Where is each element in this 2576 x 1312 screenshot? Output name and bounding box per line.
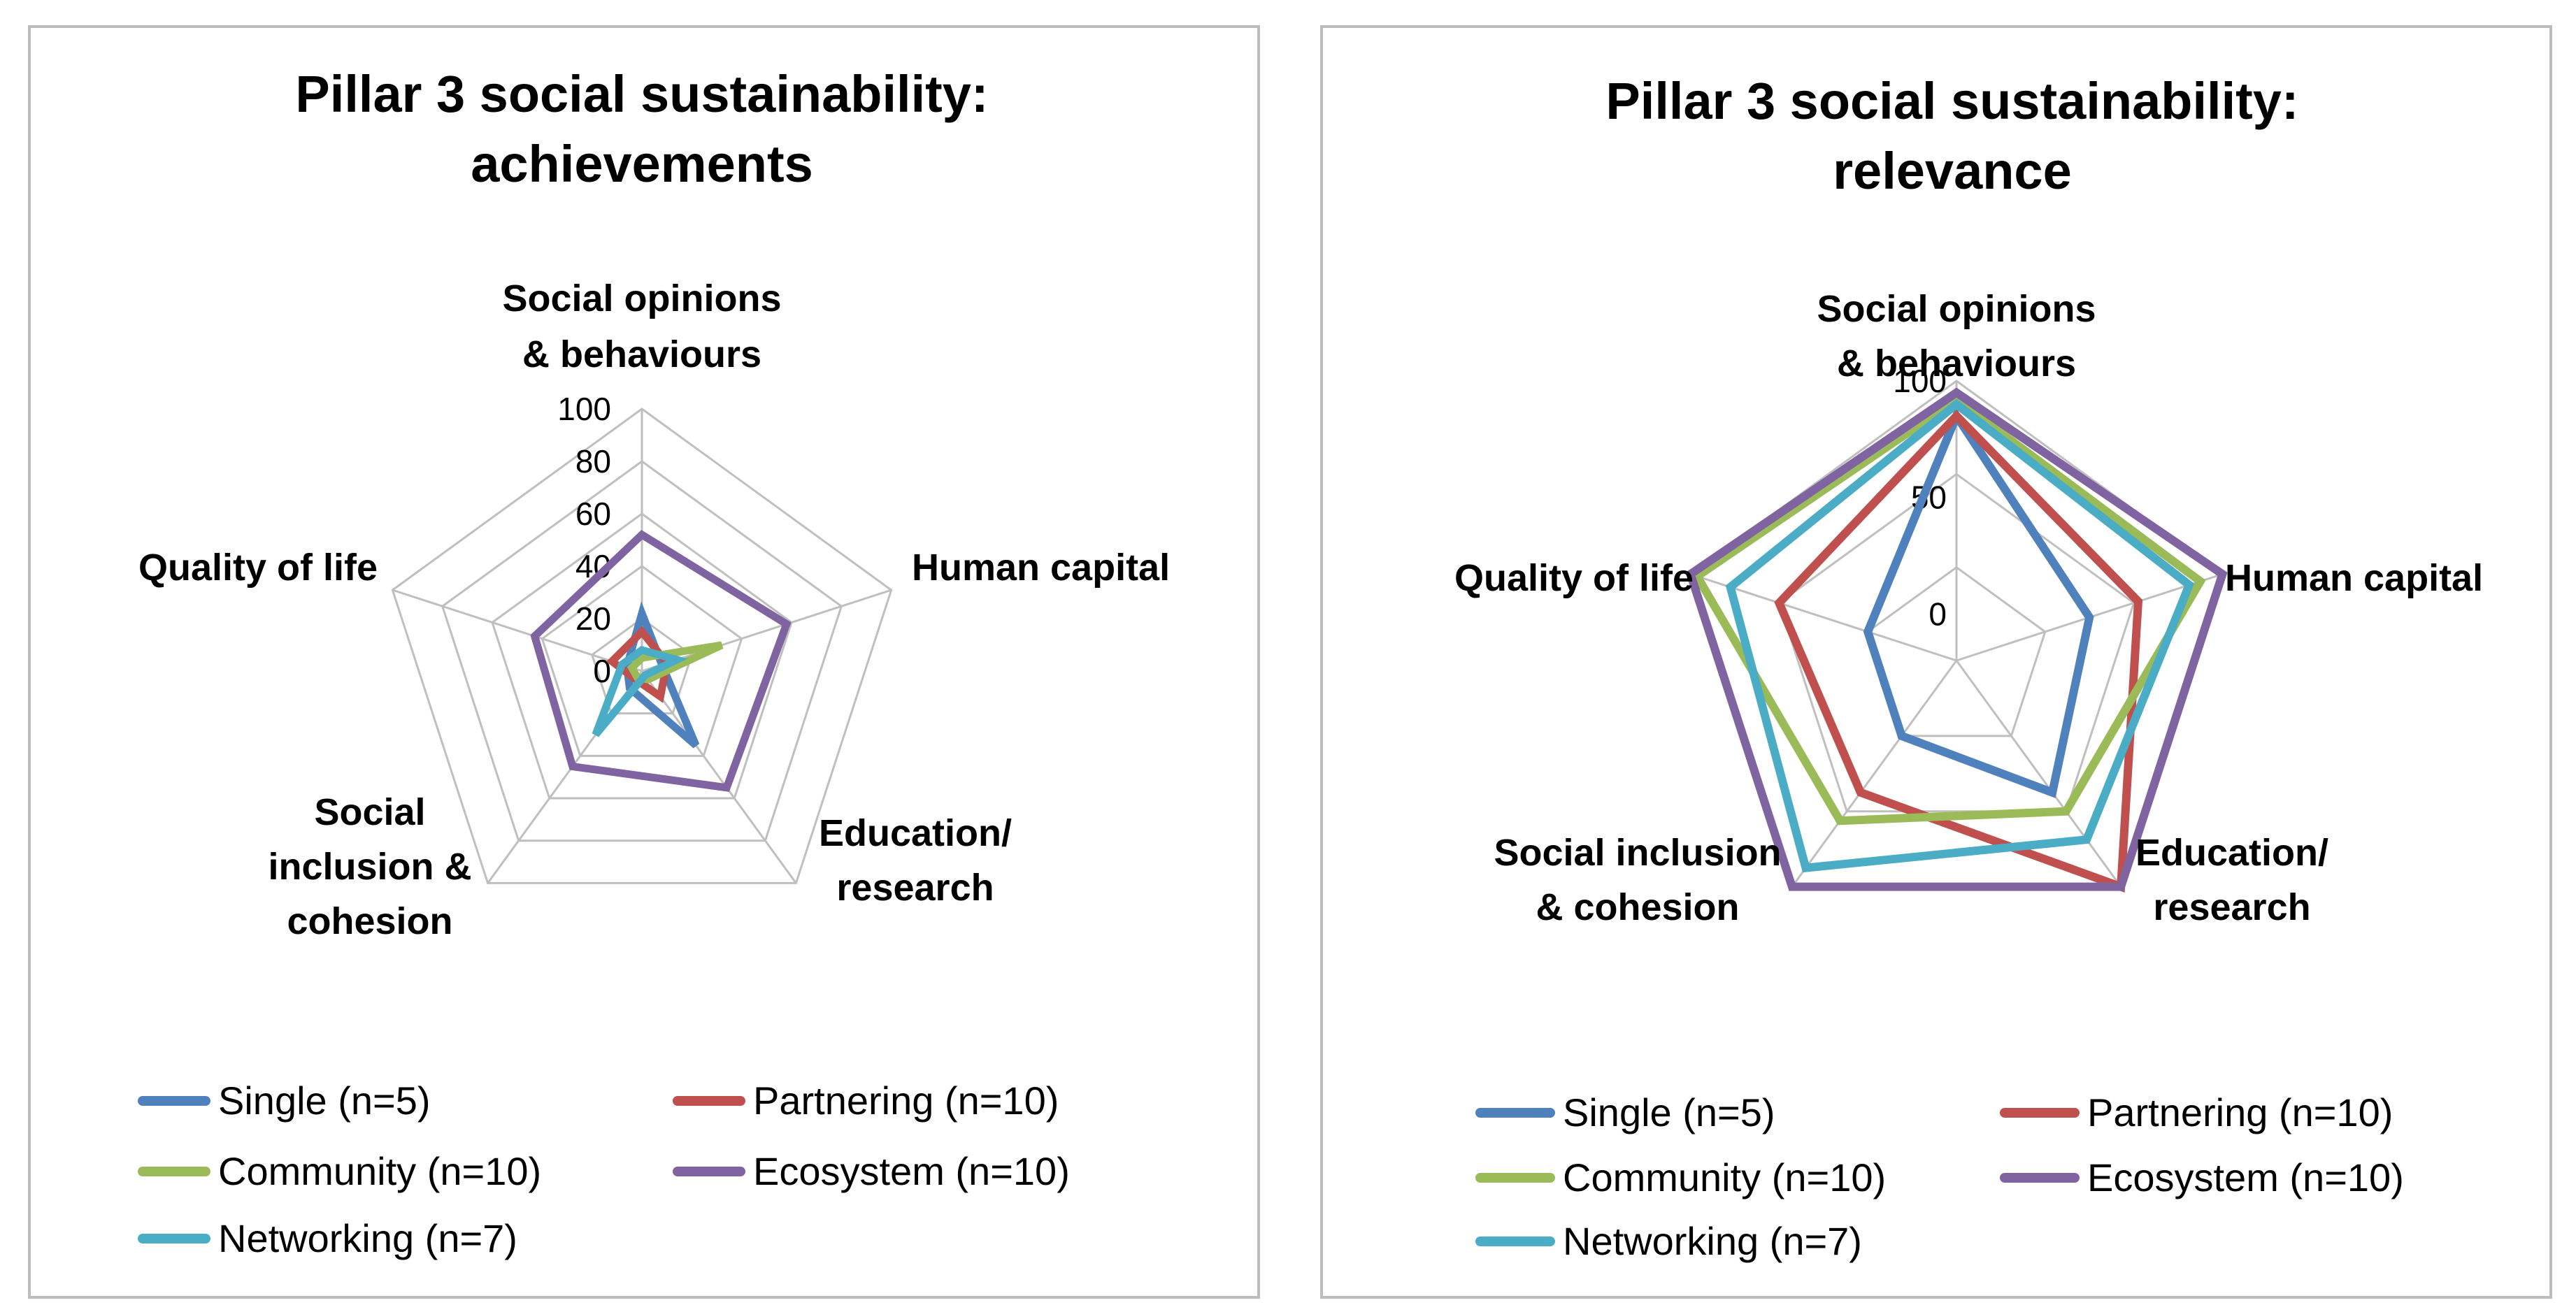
axis-label: cohesion: [287, 900, 452, 942]
legend-label: Networking (n=7): [218, 1216, 517, 1260]
axis-label: Social opinions: [502, 277, 781, 319]
legend-label: Community (n=10): [218, 1149, 541, 1193]
legend-label: Community (n=10): [1563, 1155, 1886, 1199]
legend-label: Partnering (n=10): [753, 1079, 1059, 1123]
axis-label: inclusion &: [268, 846, 471, 888]
legend-label: Ecosystem (n=10): [2087, 1155, 2404, 1199]
axis-label: Social: [314, 791, 425, 833]
chart-title: achievements: [471, 135, 813, 193]
axis-label: Education/: [2135, 832, 2328, 874]
grid-ring: [541, 565, 743, 757]
axis-label: Quality of life: [1454, 557, 1694, 599]
tick-label: 0: [1929, 596, 1947, 632]
legend-label: Single (n=5): [1563, 1090, 1775, 1134]
tick-label: 80: [575, 443, 611, 480]
tick-label: 100: [1893, 363, 1947, 399]
grid-spoke: [392, 589, 643, 672]
series-line: [530, 530, 792, 792]
axis-label: & behaviours: [1837, 343, 2076, 384]
radar-chart-achievements: Pillar 3 social sustainability: achieveme…: [138, 65, 1170, 1260]
tick-label: 60: [575, 496, 611, 532]
grid-ring: [1866, 565, 2047, 737]
grid-spoke: [1955, 660, 2122, 888]
chart-panel-achievements: Pillar 3 social sustainability: achieveme…: [28, 25, 1260, 1299]
legend-label: Partnering (n=10): [2087, 1090, 2393, 1134]
chart-title: Pillar 3 social sustainability:: [1605, 72, 2298, 130]
series-line: [1691, 394, 2206, 826]
series-line: [1863, 407, 2094, 798]
axis-label: Social inclusion: [1494, 832, 1781, 874]
axis-label: Education/: [819, 812, 1012, 854]
series-line: [1685, 387, 2228, 891]
axis-label: & cohesion: [1536, 886, 1739, 928]
radar-chart-relevance: Pillar 3 social sustainability: relevance…: [1454, 72, 2483, 1263]
grid-spoke: [641, 589, 892, 672]
axis-label: research: [2153, 886, 2310, 928]
series-line: [1725, 398, 2195, 873]
tick-label: 100: [557, 391, 611, 427]
grid-ring: [1777, 473, 2135, 813]
series-line: [1774, 410, 2143, 893]
chart-panel-relevance: Pillar 3 social sustainability: relevance…: [1320, 25, 2552, 1299]
chart-title: Pillar 3 social sustainability:: [295, 65, 988, 123]
legend-label: Single (n=5): [218, 1079, 431, 1123]
axis-label: & behaviours: [522, 333, 761, 375]
grid-spoke: [1791, 660, 1958, 888]
grid-ring: [391, 408, 893, 884]
grid-spoke: [641, 670, 797, 884]
axis-label: Quality of life: [138, 547, 378, 589]
legend-label: Networking (n=7): [1563, 1219, 1862, 1263]
axis-label: Human capital: [2225, 557, 2483, 599]
chart-title: relevance: [1833, 142, 2072, 200]
axis-label: Social opinions: [1817, 288, 2096, 330]
legend-label: Ecosystem (n=10): [753, 1149, 1070, 1193]
tick-label: 20: [575, 600, 611, 637]
series-line: [592, 645, 688, 737]
axis-label: Human capital: [912, 547, 1170, 589]
axis-label: research: [836, 867, 994, 909]
grid-ring: [491, 512, 793, 800]
grid-ring: [441, 460, 843, 842]
tick-label: 0: [593, 653, 611, 689]
